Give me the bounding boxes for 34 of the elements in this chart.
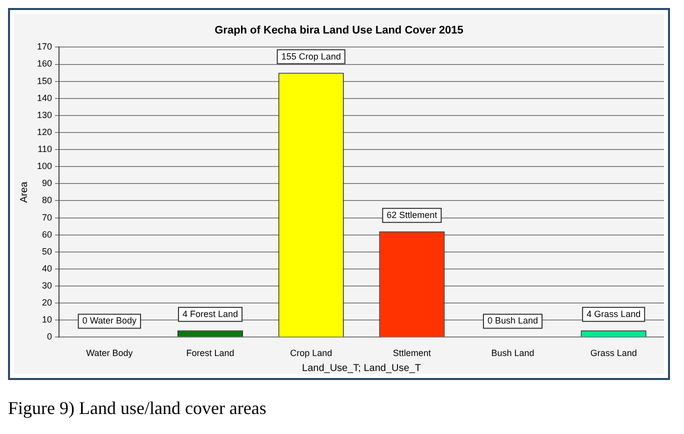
x-tick-label: Grass Land	[590, 348, 637, 358]
chart-title: Graph of Kecha bira Land Use Land Cover 2015	[214, 24, 464, 37]
y-tick-label: 100	[36, 161, 52, 172]
caption: Figure 9) Land use/land cover areas	[8, 398, 268, 419]
x-axis-title: Land_Use_T; Land_Use_T	[302, 362, 421, 374]
y-tick-label: 30	[42, 280, 52, 291]
y-tick-label: 60	[42, 229, 52, 240]
x-tick-label: Forest Land	[186, 348, 234, 358]
y-tick-label: 40	[42, 263, 52, 274]
y-tick-label: 90	[42, 178, 52, 188]
y-tick-label: 70	[42, 212, 52, 222]
x-tick-label: Bush Land	[491, 348, 534, 358]
y-tick-label: 20	[42, 298, 52, 308]
y-tick-label: 10	[42, 314, 52, 325]
y-tick-label: 150	[36, 76, 52, 86]
y-tick-label: 80	[42, 195, 52, 206]
y-tick-label: 130	[36, 110, 52, 120]
x-tick-label: Sttlement	[392, 348, 432, 358]
data-label: 4 Forest Land	[182, 308, 238, 319]
x-tick-label: Water Body	[86, 348, 134, 358]
data-label: 0 Water Body	[82, 316, 138, 326]
data-label: 0 Bush Land	[487, 316, 538, 326]
y-tick-label: 50	[42, 246, 52, 256]
y-tick-label: 110	[38, 144, 52, 154]
x-tick-label: Crop Land	[290, 348, 332, 358]
y-tick-label: 170	[36, 42, 52, 52]
data-label: 62 Sttlement	[386, 210, 438, 220]
data-label: 155 Crop Land	[281, 51, 341, 62]
y-tick-label: 160	[36, 58, 52, 69]
y-axis-title: Area	[18, 181, 30, 203]
y-tick-label: 140	[36, 92, 52, 103]
y-tick-label: 120	[36, 126, 52, 137]
y-tick-label: 0	[47, 332, 52, 342]
data-label: 4 Grass Land	[586, 308, 641, 319]
